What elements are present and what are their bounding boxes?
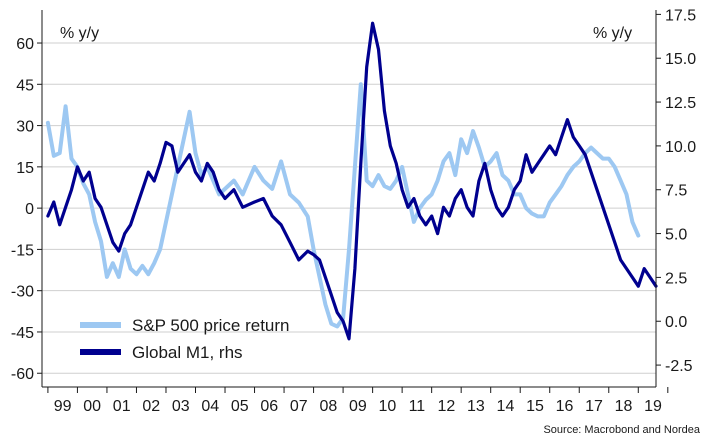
- x-tick-label: 19: [644, 398, 662, 415]
- left-tick-labels: -60 -45 -30 -15 0 15 30 45 60: [11, 36, 42, 383]
- gridlines: [42, 42, 656, 374]
- x-tick-label: 03: [172, 398, 190, 415]
- x-tick-label: 05: [231, 398, 249, 415]
- x-tick-label: 14: [497, 398, 515, 415]
- left-tick-label: -45: [11, 325, 34, 342]
- right-tick-label: 10.0: [665, 139, 696, 156]
- x-tick-label: 12: [438, 398, 456, 415]
- right-tick-label: 12.5: [665, 95, 696, 112]
- x-tick-label: 02: [142, 398, 160, 415]
- series-line-m1: [46, 21, 658, 341]
- right-tick-label: 5.0: [665, 227, 687, 244]
- right-tick-label: 7.5: [665, 183, 687, 200]
- x-tick-label: 15: [526, 398, 544, 415]
- x-tick-label: 17: [585, 398, 603, 415]
- source-note: Source: Macrobond and Nordea: [543, 424, 700, 436]
- x-tick-label: 01: [113, 398, 131, 415]
- axes: [41, 10, 657, 388]
- x-tick-labels: 99 00 01 02 03 04 05 06 07 08 09 10 11 12 13 14 15 16 17 18…: [47, 387, 669, 415]
- x-tick-label: 08: [319, 398, 337, 415]
- right-tick-label: 2.5: [665, 270, 687, 287]
- x-tick-label: 16: [556, 398, 574, 415]
- right-tick-labels: -2.5 0.0 2.5 5.0 7.5 10.0 12.5 15.0 17.5: [656, 7, 696, 375]
- left-tick-label: 60: [16, 36, 34, 53]
- x-tick-label: 07: [290, 398, 308, 415]
- x-tick-label: 10: [378, 398, 396, 415]
- right-tick-label: 17.5: [665, 7, 696, 24]
- x-tick-label: 09: [349, 398, 367, 415]
- series-line-sp500: [45, 82, 641, 329]
- legend: S&P 500 price return Global M1, rhs: [80, 316, 290, 362]
- right-tick-label: 0.0: [665, 314, 687, 331]
- left-tick-label: -15: [11, 242, 34, 259]
- series-layer: [45, 21, 658, 341]
- x-tick-label: 99: [54, 398, 72, 415]
- left-tick-label: -60: [11, 366, 34, 383]
- x-tick-label: 11: [409, 398, 426, 415]
- right-unit-label: % y/y: [593, 25, 632, 42]
- left-unit-label: % y/y: [60, 25, 99, 42]
- legend-label-sp500: S&P 500 price return: [132, 316, 290, 335]
- right-tick-label: 15.0: [665, 51, 696, 68]
- legend-label-m1: Global M1, rhs: [132, 343, 243, 362]
- x-tick-label: 18: [615, 398, 633, 415]
- left-tick-label: 45: [16, 77, 34, 94]
- x-tick-label: 13: [467, 398, 485, 415]
- left-tick-label: 30: [16, 119, 34, 136]
- left-tick-label: 15: [16, 160, 34, 177]
- x-tick-label: 04: [201, 398, 219, 415]
- left-tick-label: 0: [25, 201, 34, 218]
- x-tick-label: 00: [83, 398, 101, 415]
- right-tick-label: -2.5: [665, 358, 693, 375]
- x-tick-label: 06: [260, 398, 278, 415]
- left-tick-label: -30: [11, 284, 34, 301]
